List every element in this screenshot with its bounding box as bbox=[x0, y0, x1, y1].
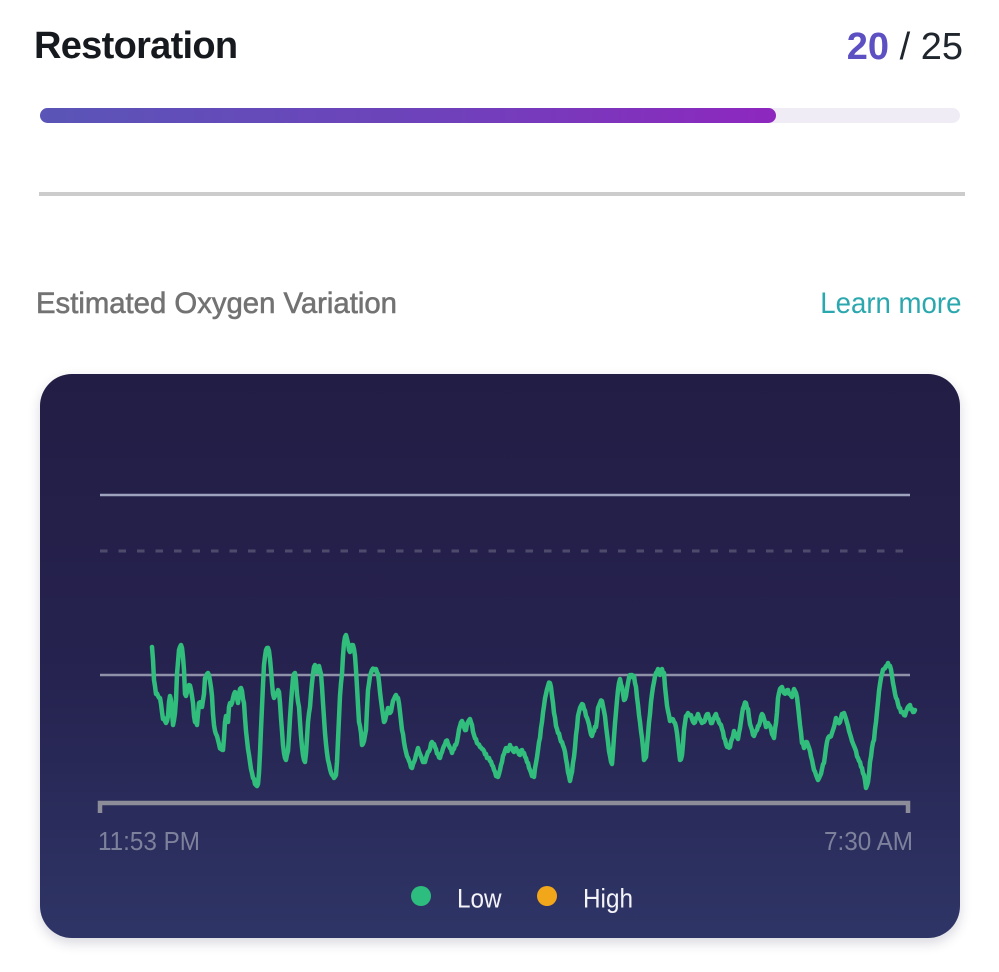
svg-text:7:30 AM: 7:30 AM bbox=[824, 826, 913, 856]
svg-text:11:53 PM: 11:53 PM bbox=[98, 826, 200, 856]
svg-text:High: High bbox=[583, 884, 633, 914]
svg-text:Low: Low bbox=[457, 884, 502, 914]
